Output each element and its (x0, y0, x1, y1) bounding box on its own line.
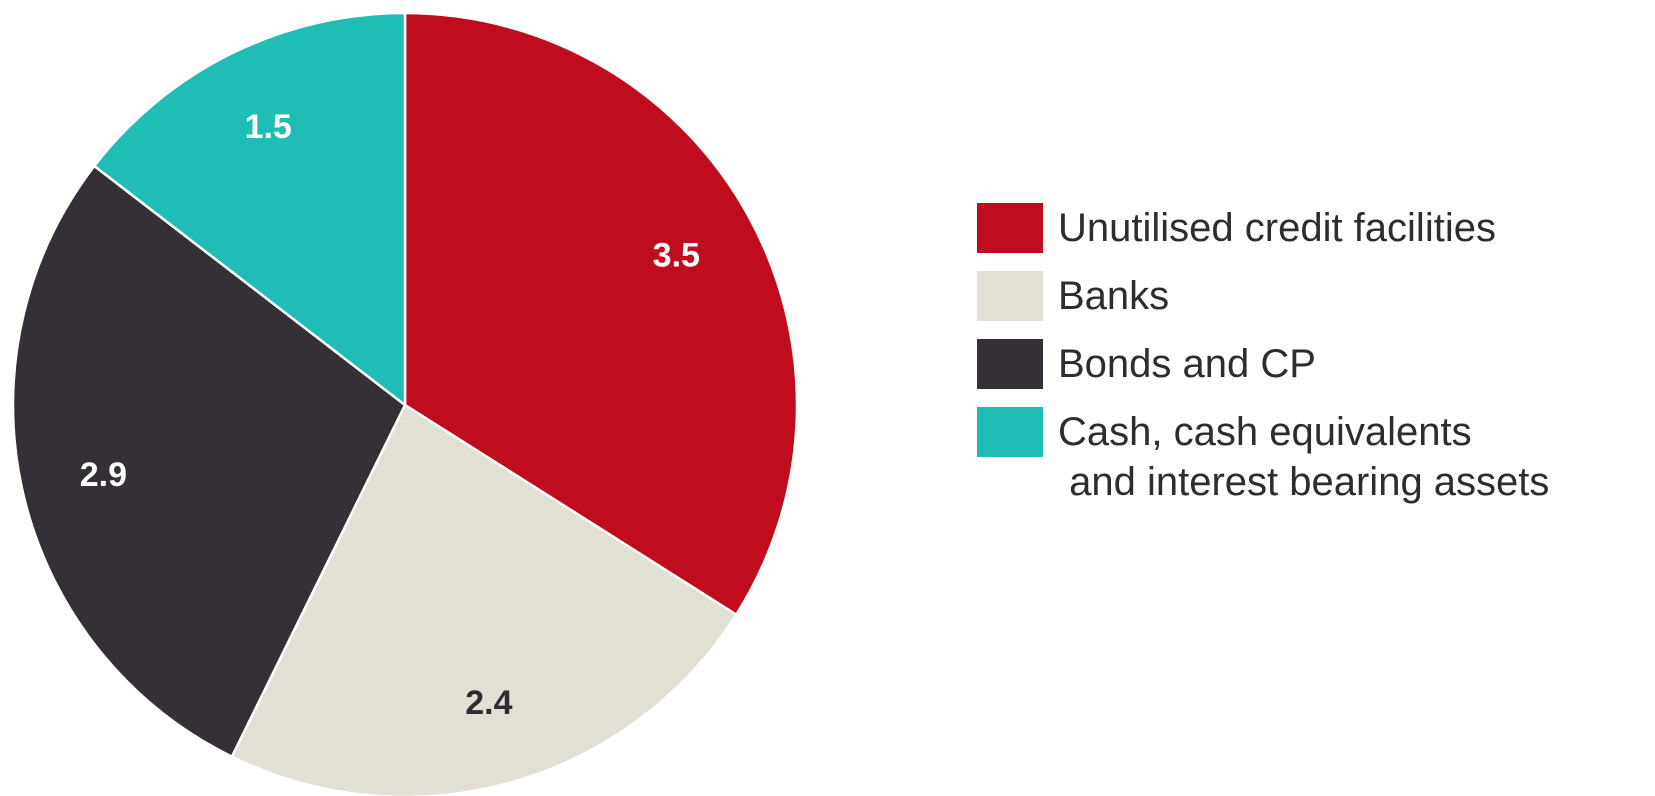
slice-value-label: 3.5 (653, 237, 700, 275)
pie-slice-bonds-and-cp (11, 164, 407, 758)
pie-slices (11, 11, 799, 796)
legend-label: Bonds and CP (1058, 342, 1316, 386)
legend-label: Unutilised credit facilities (1058, 206, 1496, 250)
pie-slice-unutilised-credit-facilities (403, 11, 799, 616)
legend-label: Cash, cash equivalents (1058, 410, 1472, 454)
pie-slice-labels: 3.5 2.4 2.9 1.5 (80, 108, 700, 722)
legend-swatch-unutilised-credit-facilities (977, 203, 1043, 253)
legend-swatch-banks (977, 271, 1043, 321)
legend: Unutilised credit facilities Banks Bonds a… (977, 203, 1549, 504)
slice-value-label: 1.5 (245, 108, 292, 146)
slice-value-label: 2.9 (80, 456, 127, 494)
legend-label: and interest bearing assets (1058, 460, 1549, 504)
legend-swatch-bonds-and-cp (977, 339, 1043, 389)
pie-slice-cash-cash-equivalents-and-interest-bearing-assets (93, 11, 407, 407)
slice-value-label: 2.4 (465, 684, 512, 722)
legend-label: Banks (1058, 274, 1169, 318)
legend-swatch-cash-cash-equivalents-and-interest-bearing-assets (977, 407, 1043, 457)
